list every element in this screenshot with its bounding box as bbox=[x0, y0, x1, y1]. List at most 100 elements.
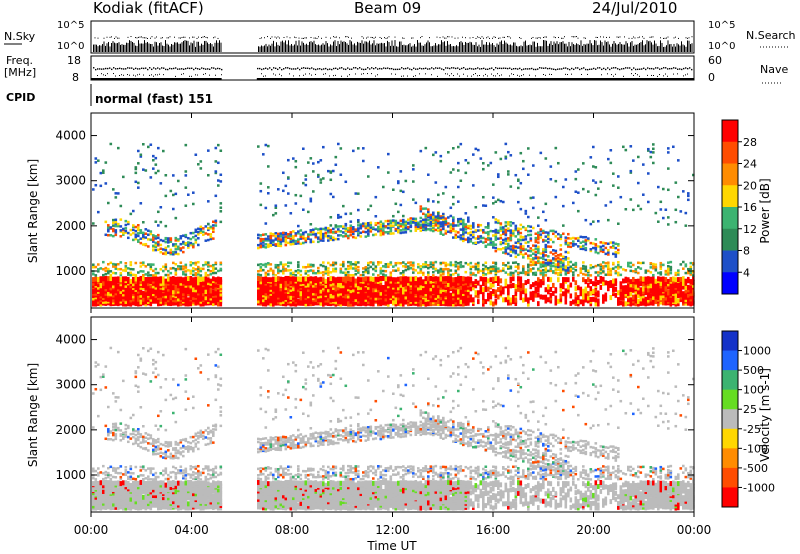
power-cell bbox=[554, 265, 558, 268]
power-cell bbox=[127, 220, 130, 224]
freq-dot bbox=[287, 67, 289, 69]
freq-dot bbox=[481, 68, 483, 70]
nsky-bar bbox=[684, 45, 685, 52]
power-cell bbox=[104, 182, 108, 185]
nsearch-dot bbox=[642, 36, 643, 38]
power-cell bbox=[364, 276, 368, 282]
nsky-bar bbox=[345, 41, 346, 52]
power-cell bbox=[492, 265, 495, 268]
power-cell bbox=[434, 151, 438, 154]
nsky-bar bbox=[555, 43, 556, 52]
nave-dot bbox=[447, 73, 448, 75]
nsky-bar bbox=[628, 46, 630, 52]
power-cell bbox=[417, 297, 420, 303]
power-cell bbox=[469, 294, 473, 300]
power-cell bbox=[449, 292, 453, 298]
power-cell bbox=[429, 217, 433, 220]
power-cell bbox=[109, 226, 113, 229]
freq-dot bbox=[197, 68, 199, 70]
power-cell bbox=[507, 265, 510, 268]
nsearch-dot bbox=[166, 37, 168, 39]
power-cell bbox=[509, 271, 513, 275]
power-cell bbox=[354, 265, 358, 269]
power-cell bbox=[379, 231, 383, 235]
freq-dot bbox=[503, 67, 505, 69]
power-cell bbox=[159, 247, 163, 250]
freq-dot bbox=[153, 67, 155, 69]
freq-dot bbox=[533, 68, 535, 71]
power-cell bbox=[502, 232, 505, 236]
freq-dot bbox=[569, 68, 571, 71]
power-cell bbox=[489, 300, 493, 306]
power-cell bbox=[464, 261, 468, 265]
power-cell bbox=[517, 276, 520, 282]
power-cell bbox=[409, 217, 413, 220]
power-cell bbox=[382, 229, 385, 232]
nsky-bar bbox=[615, 43, 616, 52]
nave-dot bbox=[549, 73, 550, 75]
power-cell bbox=[142, 296, 145, 302]
power-cell bbox=[189, 261, 193, 264]
nave-dot bbox=[571, 73, 572, 75]
power-cell bbox=[207, 226, 210, 230]
power-cell bbox=[129, 292, 133, 298]
power-cell bbox=[129, 261, 133, 264]
freq-dot bbox=[613, 67, 615, 69]
freq-dot bbox=[273, 67, 275, 69]
power-cell bbox=[577, 209, 580, 213]
power-cell bbox=[357, 192, 360, 195]
power-cell bbox=[277, 263, 280, 267]
nsky-bar bbox=[487, 44, 489, 52]
power-cell bbox=[544, 248, 548, 252]
power-cell bbox=[549, 267, 553, 271]
power-cell bbox=[212, 228, 215, 232]
power-cell bbox=[162, 248, 165, 251]
freq-dot bbox=[137, 68, 139, 70]
power-cell bbox=[514, 297, 518, 303]
power-cell bbox=[472, 272, 475, 275]
freq-dot bbox=[309, 67, 311, 70]
power-cell bbox=[94, 183, 98, 187]
power-cell bbox=[434, 223, 438, 226]
nave-dot bbox=[305, 73, 306, 75]
power-cell bbox=[332, 269, 335, 273]
power-cell bbox=[459, 261, 463, 264]
power-cell bbox=[497, 173, 500, 176]
nsky-bar bbox=[361, 40, 363, 52]
power-cell bbox=[427, 222, 430, 226]
power-cell bbox=[542, 255, 545, 258]
nsky-bar bbox=[673, 43, 675, 52]
nsky-bar bbox=[213, 46, 214, 52]
power-cell bbox=[269, 241, 273, 245]
power-cell bbox=[477, 280, 480, 286]
power-cell bbox=[409, 220, 413, 223]
power-cell bbox=[524, 288, 528, 294]
power-cell bbox=[282, 265, 285, 269]
power-cell bbox=[164, 293, 168, 299]
power-cell bbox=[277, 232, 280, 236]
nsky-bar bbox=[259, 46, 261, 52]
power-cell bbox=[522, 289, 525, 295]
power-cell bbox=[264, 271, 268, 275]
power-cell bbox=[552, 290, 555, 296]
power-cell bbox=[537, 292, 540, 298]
power-cell bbox=[194, 272, 198, 275]
nsky-bar bbox=[436, 45, 438, 52]
freq-dot bbox=[539, 67, 541, 69]
power-cell bbox=[124, 293, 128, 299]
freq-dot bbox=[421, 68, 423, 70]
power-cell bbox=[557, 260, 560, 263]
power-cell bbox=[134, 180, 138, 184]
power-cell bbox=[309, 230, 313, 233]
power-cell bbox=[132, 209, 135, 213]
power-cell bbox=[374, 295, 378, 301]
power-cell bbox=[172, 193, 175, 197]
power-cell bbox=[114, 263, 118, 266]
power-cell bbox=[197, 293, 200, 299]
power-cell bbox=[264, 273, 268, 277]
power-cell bbox=[262, 233, 265, 236]
nsearch-dot bbox=[673, 37, 675, 39]
power-cell bbox=[127, 267, 130, 270]
nave-dot bbox=[471, 75, 472, 77]
power-cell bbox=[324, 265, 328, 269]
